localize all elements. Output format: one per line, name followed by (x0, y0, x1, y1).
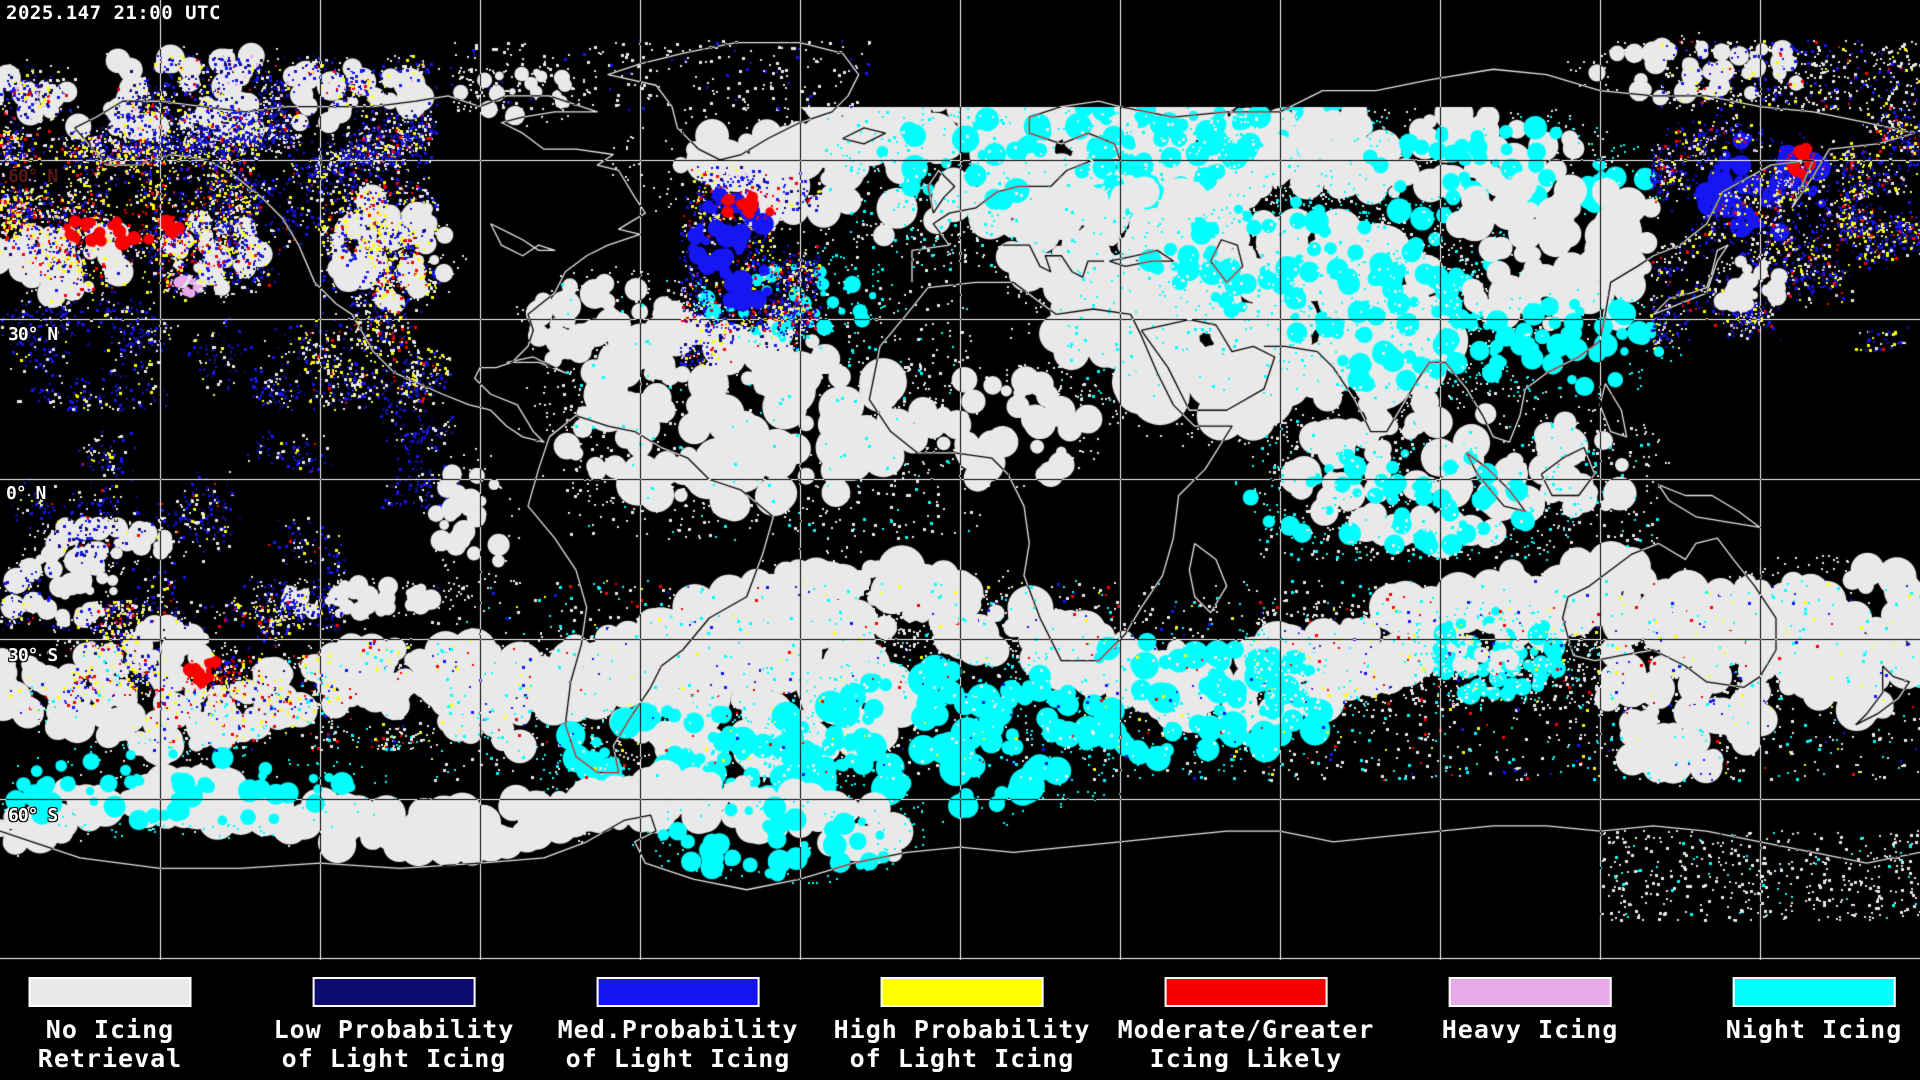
latitude-label: 30° N (8, 324, 58, 345)
legend-item-low-prob-light-icing: Low Probability of Light Icing (274, 977, 515, 1073)
legend-label: No Icing (45, 1015, 175, 1044)
legend-swatch-med-prob-light-icing (596, 977, 760, 1007)
legend-label: Night Icing (1725, 1015, 1903, 1044)
map-canvas (0, 0, 1920, 963)
legend-item-high-prob-light-icing: High Probability of Light Icing (834, 977, 1091, 1073)
legend-swatch-night-icing (1732, 977, 1896, 1007)
legend-swatch-low-prob-light-icing (312, 977, 476, 1007)
legend-label: Low Probability (273, 1015, 515, 1044)
latitude-label: 60° S (8, 805, 58, 826)
legend-label: Heavy Icing (1441, 1015, 1619, 1044)
timestamp: 2025.147 21:00 UTC (6, 2, 221, 24)
latitude-label: 0° N (6, 483, 46, 504)
legend-label: Med.Probability (557, 1015, 799, 1044)
legend-label: Retrieval (37, 1044, 183, 1073)
legend-item-no-icing-retrieval: No Icing Retrieval (28, 977, 192, 1073)
legend-swatch-high-prob-light-icing (880, 977, 1044, 1007)
world-map: 2025.147 21:00 UTC 60° N 30° N 0° N 30° S 60… (0, 0, 1920, 963)
legend-item-moderate-greater-icing: Moderate/Greater Icing Likely (1118, 977, 1375, 1073)
legend-label: of Light Icing (281, 1044, 507, 1073)
legend-swatch-heavy-icing (1448, 977, 1612, 1007)
legend-label: Moderate/Greater (1117, 1015, 1375, 1044)
legend-label: of Light Icing (849, 1044, 1075, 1073)
legend-swatch-moderate-greater-icing (1164, 977, 1328, 1007)
legend-item-night-icing: Night Icing (1726, 977, 1903, 1044)
legend: No Icing Retrieval Low Probability of Light… (0, 963, 1920, 1080)
legend-item-med-prob-light-icing: Med.Probability of Light Icing (558, 977, 799, 1073)
legend-label: Icing Likely (1149, 1044, 1343, 1073)
latitude-label: 30° S (8, 645, 58, 666)
latitude-label: 60° N (8, 166, 58, 187)
legend-label: of Light Icing (565, 1044, 791, 1073)
legend-swatch-no-icing-retrieval (28, 977, 192, 1007)
legend-label: High Probability (833, 1015, 1091, 1044)
legend-item-heavy-icing: Heavy Icing (1442, 977, 1619, 1044)
